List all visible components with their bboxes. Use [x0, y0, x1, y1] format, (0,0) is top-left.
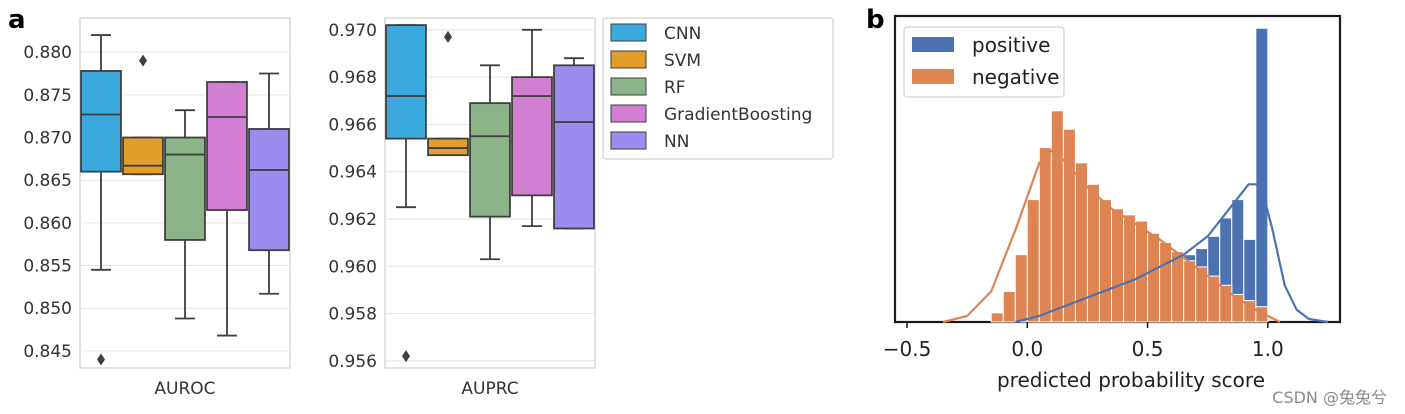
y-tick-label: 0.845 [23, 342, 72, 362]
box-rf [164, 109, 206, 320]
panel-a-letter: a [8, 5, 26, 35]
probability-histogram: −0.5 0.0 0.5 1.0 predicted probability score… [883, 14, 1342, 392]
negative-bar [1110, 208, 1125, 323]
y-tick-label: 0.964 [328, 163, 377, 183]
box-gradientboosting [511, 28, 553, 228]
negative-bar [1014, 254, 1028, 323]
x-axis-label: AUROC [154, 379, 215, 399]
legend-swatch [610, 50, 647, 69]
negative-bar [1135, 220, 1149, 323]
legend-swatch [610, 131, 647, 150]
box-cnn [385, 24, 427, 363]
legend-item-gradientboosting: GradientBoosting [610, 104, 812, 125]
box-body [248, 128, 290, 252]
legend-frame [602, 17, 834, 160]
negative-bar [1050, 110, 1064, 323]
y-tick-label: 0.970 [328, 21, 377, 41]
negative-bar [1062, 128, 1076, 323]
box-svm [122, 54, 164, 176]
y-tick-label: 0.956 [328, 352, 377, 372]
legend-swatch [610, 104, 647, 123]
auprc-boxplot: 0.956 0.958 0.960 0.962 0.964 0.966 0.968 0.970… [328, 17, 596, 399]
x-tick-label: −0.5 [883, 337, 932, 361]
outlier-diamond [444, 30, 452, 43]
x-axis-label: predicted probability score [997, 368, 1265, 392]
legend-swatch-negative [912, 69, 954, 84]
negative-bars [990, 110, 1269, 323]
y-tick-label: 0.960 [328, 257, 377, 277]
y-tick-label: 0.870 [23, 129, 72, 149]
y-tick-label: 0.860 [23, 214, 72, 234]
negative-bar [1038, 147, 1052, 323]
box-body [122, 136, 164, 176]
positive-kde-curve [1015, 183, 1329, 324]
y-tick-label: 0.880 [23, 43, 72, 63]
legend-label: NN [664, 132, 689, 152]
outlier-diamond [139, 54, 147, 67]
box-gradientboosting [206, 81, 248, 337]
y-tick-label: 0.850 [23, 299, 72, 319]
legend-item-nn: NN [610, 131, 689, 152]
legend-label-positive: positive [972, 33, 1050, 57]
negative-kde-curve [942, 149, 1281, 324]
negative-bar [1026, 199, 1040, 323]
y-tick-label: 0.968 [328, 68, 377, 88]
negative-bar [1147, 232, 1161, 323]
negative-bar [1159, 241, 1173, 323]
box-body [80, 70, 122, 173]
box-body [553, 64, 595, 230]
x-tick-label: 1.0 [1252, 337, 1284, 361]
negative-bar [1123, 214, 1137, 323]
box-nn [248, 72, 290, 295]
box-body [511, 76, 553, 197]
y-tick-label: 0.966 [328, 115, 377, 135]
box-body [385, 24, 427, 140]
legend-swatch [610, 77, 647, 96]
x-tick-label: 0.5 [1132, 337, 1164, 361]
y-tick-label: 0.875 [23, 86, 72, 106]
auroc-boxplot: 0.845 0.850 0.855 0.860 0.865 0.870 0.875 0.880… [23, 17, 291, 399]
legend-swatch-positive [912, 37, 954, 52]
negative-bar [1086, 183, 1100, 323]
legend-item-rf: RF [610, 77, 686, 98]
legend-label: GradientBoosting [664, 105, 812, 125]
box-nn [553, 57, 595, 230]
y-tick-label: 0.855 [23, 257, 72, 277]
box-body [427, 137, 469, 157]
box-svm [427, 30, 469, 157]
y-tick-label: 0.865 [23, 171, 72, 191]
box-body [164, 136, 206, 241]
hist-legend: positive negative [903, 26, 1065, 98]
legend-label-negative: negative [972, 65, 1059, 89]
x-axis-label: AUPRC [461, 379, 518, 399]
positive-bar [1255, 27, 1269, 323]
negative-bar [1183, 260, 1197, 323]
outlier-diamond [402, 350, 410, 363]
legend-label: RF [664, 78, 686, 98]
negative-bar [1002, 290, 1016, 323]
panel-b-letter: b [866, 5, 885, 35]
negative-bar [990, 312, 1004, 323]
x-tick-label: 0.0 [1011, 337, 1043, 361]
legend-item-cnn: CNN [610, 23, 701, 44]
legend-label: SVM [664, 51, 701, 71]
legend-item-svm: SVM [610, 50, 701, 71]
box-rf [469, 64, 511, 261]
model-legend: CNN SVM RF GradientBoosting NN [602, 17, 834, 160]
negative-bar [1098, 199, 1112, 323]
box-body [206, 81, 248, 211]
csdn-watermark: CSDN @兔兔兮 [1272, 388, 1387, 407]
outlier-diamond [97, 353, 105, 366]
legend-swatch [610, 23, 647, 42]
y-tick-label: 0.958 [328, 305, 377, 325]
box-body [469, 102, 511, 218]
y-tick-label: 0.962 [328, 210, 377, 230]
negative-bar [1171, 251, 1185, 323]
box-cnn [80, 34, 122, 366]
legend-label: CNN [664, 24, 701, 44]
